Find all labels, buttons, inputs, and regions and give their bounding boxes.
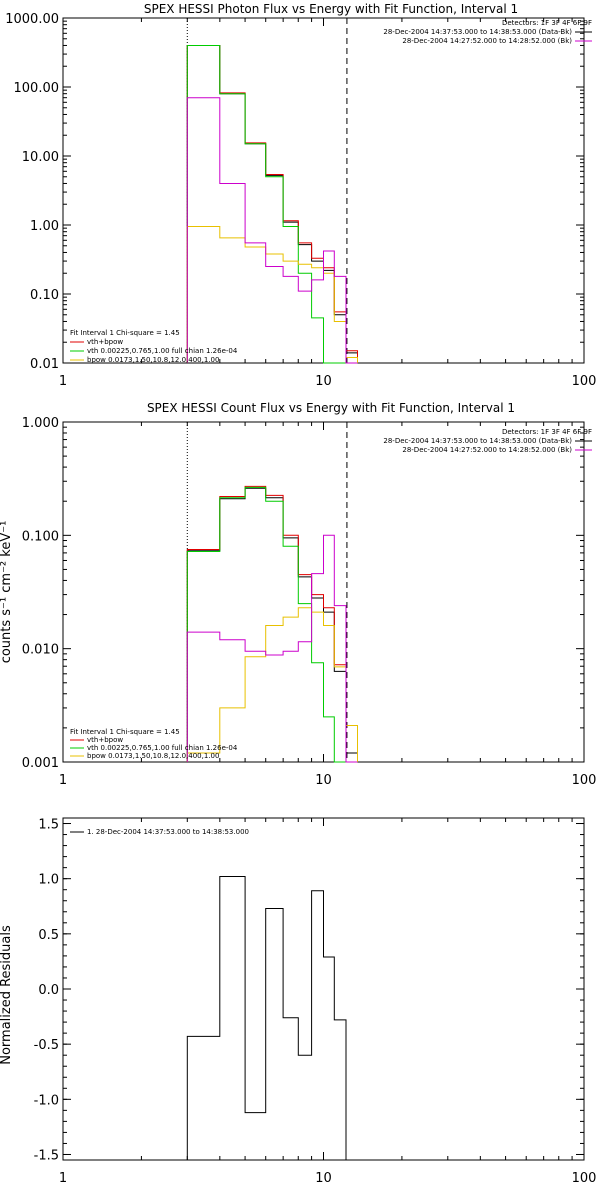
y-tick-label: 0.001 <box>22 756 59 771</box>
residuals-ylabel: Normalized Residuals <box>0 925 14 1065</box>
y-tick-label: -0.5 <box>34 1038 59 1053</box>
legend-detectors: Detectors: 1F 3F 4F 6F 9F <box>502 19 592 27</box>
legend-fit-total: vth+bpow <box>87 338 123 346</box>
x-tick-label: 10 <box>315 1171 332 1186</box>
y-tick-label: 10.00 <box>22 150 59 165</box>
x-tick-label: 1 <box>59 1171 67 1186</box>
series-bkg <box>186 97 358 364</box>
count-flux-series <box>186 485 358 763</box>
series-bpow <box>186 607 358 762</box>
y-tick-label: 0.0 <box>38 983 59 998</box>
x-tick-label: 100 <box>572 773 597 788</box>
y-tick-label: 0.10 <box>30 288 59 303</box>
y-tick-label: 100.00 <box>14 81 60 96</box>
residuals-axes: 1 10 100 -1.5 -1.0 -0.5 0.0 0.5 1.0 1.5 <box>34 817 597 1186</box>
legend-bk-entry: 28-Dec-2004 14:27:52.000 to 14:28:52.000… <box>402 37 572 45</box>
y-tick-label: 0.100 <box>22 529 59 544</box>
y-tick-label: 0.01 <box>30 357 59 372</box>
photon-flux-panel: SPEX HESSI Photon Flux vs Energy with Fi… <box>5 2 596 389</box>
x-tick-label: 1 <box>59 374 67 389</box>
series-bpow <box>186 226 358 363</box>
series-fit_total <box>186 485 358 762</box>
count-flux-legend-left: Fit Interval 1 Chi-square = 1.45 vth+bpo… <box>70 728 238 760</box>
y-tick-label: -1.5 <box>34 1148 59 1163</box>
legend-fit-header: Fit Interval 1 Chi-square = 1.45 <box>70 728 180 736</box>
photon-flux-series <box>186 45 358 364</box>
y-tick-label: -1.0 <box>34 1093 59 1108</box>
photon-flux-legend-right: Detectors: 1F 3F 4F 6F 9F 28-Dec-2004 14… <box>383 19 592 45</box>
plot-frame <box>62 817 585 1161</box>
residuals-panel: Normalized Residuals 1 10 100 -1.5 -1.0 -0.5 0… <box>0 817 597 1186</box>
count-flux-legend-right: Detectors: 1F 3F 4F 6F 9F 28-Dec-2004 14… <box>383 428 592 454</box>
residuals-series <box>186 876 347 1160</box>
series-bkg <box>186 534 358 763</box>
series-vth <box>186 45 358 364</box>
y-tick-label: 1.0 <box>38 873 59 888</box>
series-total <box>186 45 358 363</box>
x-tick-label: 1 <box>59 773 67 788</box>
x-tick-label: 10 <box>315 773 332 788</box>
y-tick-label: 1.5 <box>38 818 59 833</box>
y-tick-label: 0.010 <box>22 643 59 658</box>
y-tick-label: 0.5 <box>38 928 59 943</box>
series-fit_total <box>186 45 358 363</box>
count-flux-title: SPEX HESSI Count Flux vs Energy with Fit… <box>147 401 515 415</box>
x-tick-label: 10 <box>315 374 332 389</box>
residuals-legend: 1. 28-Dec-2004 14:37:53.000 to 14:38:53.… <box>70 828 249 836</box>
legend-fit-vth: vth 0.00225,0.765,1.00 full chian 1.26e-… <box>87 744 238 752</box>
photon-flux-title: SPEX HESSI Photon Flux vs Energy with Fi… <box>144 2 518 16</box>
series-vth <box>186 486 358 763</box>
x-tick-label: 100 <box>572 1171 597 1186</box>
y-tick-label: 1.000 <box>22 416 59 431</box>
series-residuals <box>186 876 347 1160</box>
y-tick-label: 1000.00 <box>5 12 59 27</box>
count-flux-ylabel: counts s⁻¹ cm⁻² keV⁻¹ <box>0 521 14 664</box>
x-tick-label: 100 <box>572 374 597 389</box>
legend-bk-entry: 28-Dec-2004 14:27:52.000 to 14:28:52.000… <box>402 446 572 454</box>
legend-fit-bpow: bpow 0.0173,1.50,10.8,12.0,400,1.00 <box>87 752 219 760</box>
legend-fit-bpow: bpow 0.0173,1.50,10.8,12.0,400,1.00 <box>87 356 219 364</box>
legend-fit-vth: vth 0.00225,0.765,1.00 full chian 1.26e-… <box>87 347 238 355</box>
legend-detectors: Detectors: 1F 3F 4F 6F 9F <box>502 428 592 436</box>
count-flux-panel: SPEX HESSI Count Flux vs Energy with Fit… <box>0 401 596 788</box>
legend-fit-header: Fit Interval 1 Chi-square = 1.45 <box>70 329 180 337</box>
legend-data-entry: 28-Dec-2004 14:37:53.000 to 14:38:53.000… <box>383 437 572 445</box>
legend-data-entry: 28-Dec-2004 14:37:53.000 to 14:38:53.000… <box>383 28 572 36</box>
plot-frame <box>62 17 585 364</box>
legend-fit-total: vth+bpow <box>87 736 123 744</box>
y-tick-label: 1.00 <box>30 219 59 234</box>
count-flux-axes: 1 10 100 0.001 0.010 0.100 1.000 <box>22 416 597 788</box>
legend-residual-entry: 1. 28-Dec-2004 14:37:53.000 to 14:38:53.… <box>87 828 249 836</box>
photon-flux-legend-left: Fit Interval 1 Chi-square = 1.45 vth+bpo… <box>70 329 238 364</box>
